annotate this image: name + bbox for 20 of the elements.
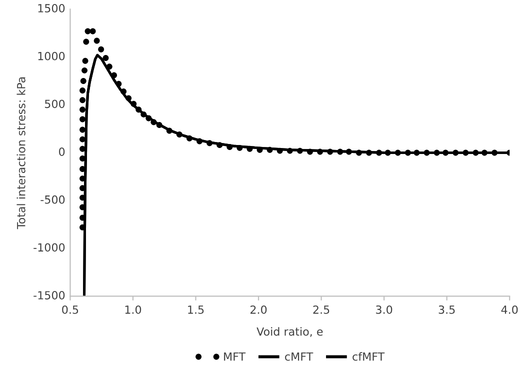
x-tick-label: 2.5 [313,305,330,314]
y-axis-title: Total interaction stress: kPa [16,77,26,230]
x-tick-label: 2.0 [250,305,267,314]
x-tick-label: 1.5 [188,306,204,314]
x-tick-label: 4.0 [501,305,518,314]
y-tick-label: -1500 [34,291,65,300]
y-tick-label: -1000 [34,243,65,252]
x-tick-label: 3.5 [438,305,455,314]
y-tick-label: -500 [40,195,65,204]
y-tick-label: 1000 [38,52,65,60]
legend-label: cMFT [285,352,314,361]
x-tick-label: 3.0 [376,305,392,314]
x-tick-label: 1.0 [125,305,142,314]
x-axis-title: Void ratio, e [256,327,323,337]
x-tick-label: 0.5 [62,305,78,314]
legend-label: cfMFT [352,352,385,361]
y-tick-label: 1500 [38,4,65,12]
legend-label: MFT [224,352,246,361]
y-tick-label: 500 [44,100,65,108]
y-tick-label: 0 [59,148,65,156]
